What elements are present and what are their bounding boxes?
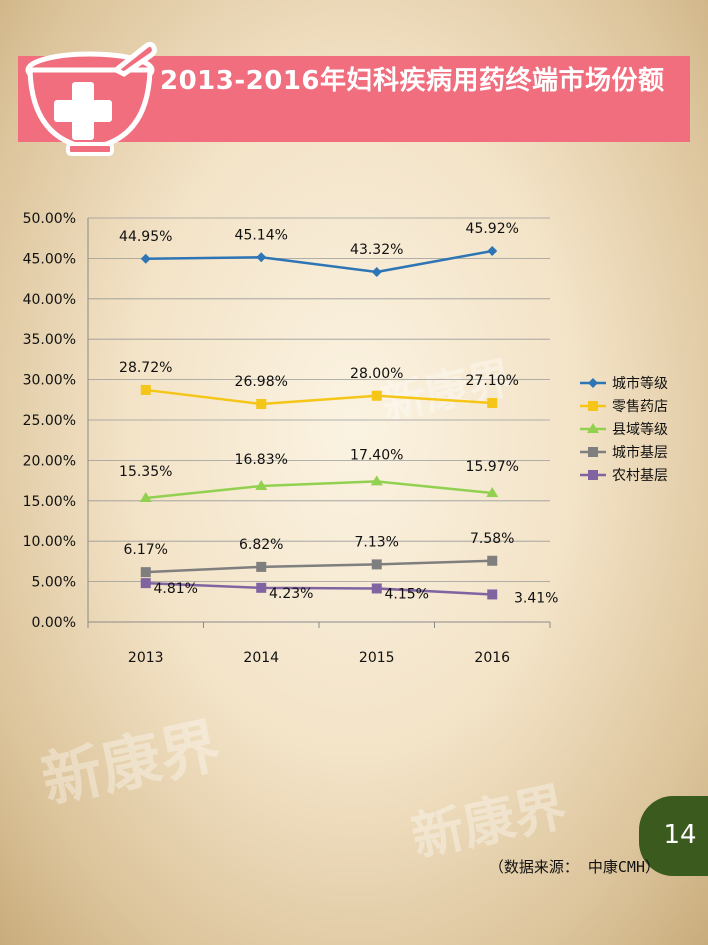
y-tick-label: 40.00% [23,292,76,308]
data-label: 45.92% [466,221,519,237]
data-point [140,567,151,578]
data-point [487,555,498,566]
legend-marker [588,470,598,480]
data-point [256,561,267,572]
data-point [370,475,383,486]
series-line [145,249,493,274]
series-line [145,581,493,596]
legend-label: 城市基层 [612,444,668,461]
data-label: 3.41% [514,590,558,606]
data-label: 28.72% [119,360,172,376]
y-tick-label: 35.00% [23,332,76,348]
legend-label: 零售药店 [612,399,668,415]
y-tick-label: 20.00% [23,453,76,469]
data-label: 4.81% [154,581,198,597]
y-tick-label: 15.00% [23,494,76,510]
y-tick-label: 50.00% [23,211,76,227]
page-title: 2013-2016年妇科疾病用药终端市场份额 [160,66,665,96]
data-label: 4.15% [385,586,429,602]
legend-label: 县域等级 [612,421,668,438]
data-point [371,559,382,570]
data-label: 45.14% [235,227,288,243]
data-label: 15.35% [119,464,172,480]
data-label: 44.95% [119,229,172,245]
x-tick-label: 2014 [243,650,279,666]
data-label: 6.82% [239,537,283,553]
data-label: 4.23% [269,586,313,602]
legend-marker [588,378,598,388]
y-tick-label: 30.00% [23,373,76,389]
legend-label: 城市等级 [612,375,668,392]
y-tick-label: 25.00% [23,413,76,429]
data-point [139,491,152,502]
legend-marker [587,423,599,433]
data-point [371,266,382,277]
data-label: 6.17% [124,542,168,558]
y-tick-label: 45.00% [23,251,76,267]
data-point [255,480,268,491]
data-point [256,252,267,263]
data-label: 7.13% [355,534,399,550]
legend-label: 农村基层 [612,467,668,484]
data-point [140,578,151,589]
data-point [487,245,498,256]
data-point [487,398,498,409]
y-tick-label: 10.00% [23,534,76,550]
page-number: 14 [663,820,697,850]
data-point [256,399,267,410]
data-label: 27.10% [466,373,519,389]
series-line [145,480,493,500]
data-point [256,582,267,593]
x-tick-label: 2013 [128,650,164,666]
legend-marker [588,401,598,411]
data-point [140,384,151,395]
page-number-badge [639,796,708,876]
data-label: 43.32% [350,242,403,258]
legend-marker [588,447,598,457]
data-point [486,486,499,497]
data-source: （数据来源： 中康CMH） [488,858,660,876]
y-tick-label: 5.00% [32,575,76,591]
x-tick-label: 2015 [359,650,395,666]
series-line [145,559,493,574]
data-label: 28.00% [350,366,403,382]
data-point [371,390,382,401]
data-label: 17.40% [350,447,403,463]
data-label: 7.58% [470,531,514,547]
x-tick-label: 2016 [474,650,510,666]
y-tick-label: 0.00% [32,615,76,631]
data-label: 26.98% [235,374,288,390]
data-label: 16.83% [235,452,288,468]
data-point [140,253,151,264]
mortar-cross-icon [25,41,157,156]
data-point [371,583,382,594]
data-point [487,589,498,600]
series-line [145,388,493,406]
data-label: 15.97% [466,459,519,475]
